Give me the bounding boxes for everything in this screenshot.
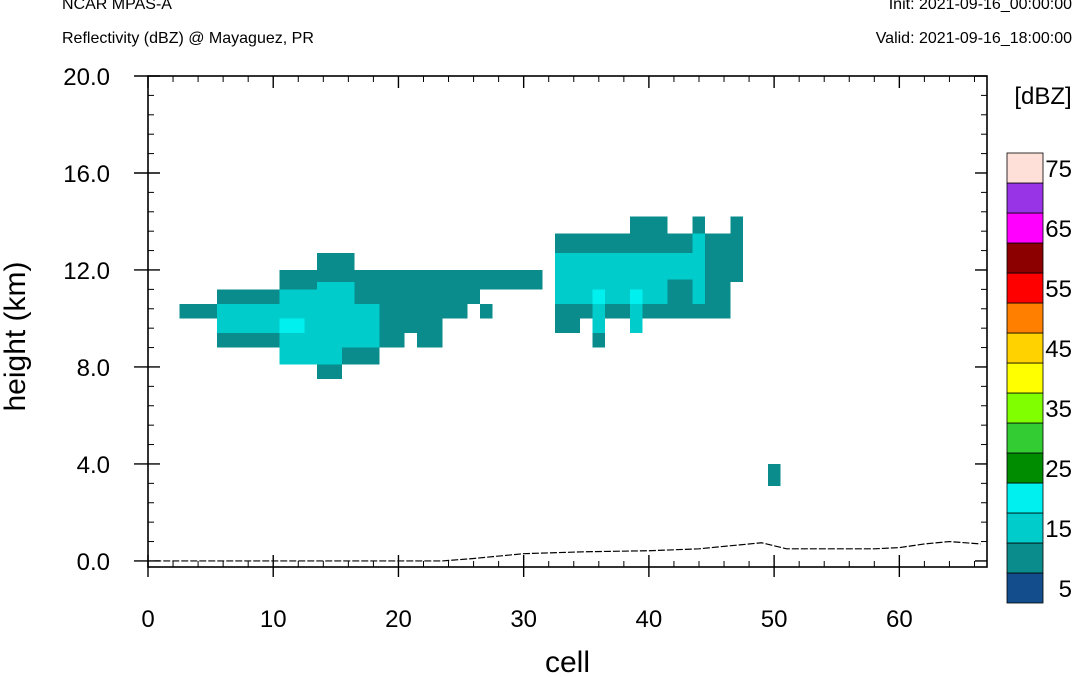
reflectivity-cell (705, 233, 743, 283)
valid-time: Valid: 2021-09-16_18:00:00 (875, 30, 1072, 47)
terrain-profile (154, 540, 981, 562)
reflectivity-cell (630, 216, 668, 234)
reflectivity-cell (417, 333, 443, 348)
reflectivity-cell (630, 303, 643, 334)
colorbar-swatch (1006, 212, 1044, 244)
reflectivity-cell (554, 279, 581, 304)
plot-frame (147, 75, 988, 568)
init-time: Init: 2021-09-16_00:00:00 (888, 0, 1072, 13)
reflectivity-cell (692, 303, 706, 319)
y-axis-ticks: 0.0 4.0 8.0 12.0 16.0 20.0 (63, 64, 987, 576)
colorbar: 5 15 25 35 45 55 65 75 (1006, 152, 1072, 604)
reflectivity-cell (692, 216, 706, 234)
reflectivity-cell (354, 303, 468, 319)
colorbar-swatch (1006, 392, 1044, 424)
x-tick-label: 60 (886, 606, 913, 633)
colorbar-label: 35 (1045, 396, 1072, 423)
reflectivity-cell (379, 333, 405, 348)
colorbar-swatch (1006, 422, 1044, 454)
y-tick-label: 0.0 (77, 549, 110, 576)
reflectivity-cell (730, 216, 743, 234)
reflectivity-cell (342, 347, 380, 365)
colorbar-swatch (1006, 302, 1044, 334)
y-tick-label: 16.0 (63, 161, 110, 188)
colorbar-swatch (1006, 242, 1044, 274)
x-tick-label: 20 (385, 606, 412, 633)
reflectivity-cell (592, 303, 606, 334)
reflectivity-cell (554, 318, 581, 334)
x-tick-label: 0 (141, 606, 154, 633)
model-name: NCAR MPAS-A (62, 0, 172, 13)
colorbar-label: 55 (1045, 276, 1072, 303)
reflectivity-cell (216, 289, 280, 304)
colorbar-label: 15 (1045, 516, 1072, 543)
colorbar-label: 5 (1059, 576, 1072, 603)
colorbar-swatch (1006, 332, 1044, 364)
minor-ticks (148, 76, 987, 567)
y-tick-label: 20.0 (63, 64, 110, 91)
reflectivity-cell (317, 364, 343, 380)
x-axis-label: cell (545, 646, 590, 677)
reflectivity-cell (279, 333, 380, 348)
colorbar-swatch (1006, 362, 1044, 394)
terrain-line (154, 540, 981, 562)
reflectivity-cell (354, 289, 480, 304)
colorbar-swatch (1006, 482, 1044, 514)
reflectivity-cell (317, 282, 355, 290)
x-axis-ticks: 0 10 20 30 40 50 60 (141, 76, 913, 633)
y-axis-label: height (km) (0, 261, 32, 411)
y-tick-label: 4.0 (77, 452, 110, 479)
y-tick-label: 8.0 (77, 355, 110, 382)
reflectivity-cell (216, 333, 280, 348)
reflectivity-cell (317, 253, 355, 270)
reflectivity-cell (592, 289, 606, 304)
x-tick-label: 30 (510, 606, 537, 633)
colorbar-title: [dBZ] (1014, 83, 1071, 110)
colorbar-swatch (1006, 182, 1044, 214)
reflectivity-cell (592, 333, 606, 348)
reflectivity-cell (767, 463, 781, 486)
reflectivity-cell (279, 318, 305, 334)
colorbar-label: 25 (1045, 456, 1072, 483)
reflectivity-cell (554, 233, 706, 254)
reflectivity-cell (479, 279, 543, 290)
x-tick-label: 10 (260, 606, 287, 633)
reflectivity-cell (179, 303, 217, 319)
reflectivity-cell (630, 289, 643, 304)
colorbar-label: 65 (1045, 216, 1072, 243)
colorbar-label: 45 (1045, 336, 1072, 363)
x-tick-label: 40 (636, 606, 663, 633)
colorbar-swatch (1006, 452, 1044, 484)
colorbar-label: 75 (1045, 156, 1072, 183)
colorbar-swatch (1006, 152, 1044, 184)
colorbar-swatch (1006, 272, 1044, 304)
y-tick-label: 12.0 (63, 258, 110, 285)
reflectivity-cell (667, 282, 693, 290)
colorbar-swatch (1006, 512, 1044, 544)
reflectivity-cell (279, 289, 355, 304)
product-title: Reflectivity (dBZ) @ Mayaguez, PR (62, 30, 314, 47)
reflectivity-cell (279, 347, 343, 365)
colorbar-swatch (1006, 542, 1044, 574)
reflectivity-cell (379, 318, 443, 334)
reflectivity-cells (179, 216, 781, 486)
x-tick-label: 50 (761, 606, 788, 633)
reflectivity-cell (554, 253, 706, 280)
colorbar-swatch (1006, 572, 1044, 604)
reflectivity-cell (692, 233, 706, 304)
reflectivity-cell (479, 303, 493, 319)
